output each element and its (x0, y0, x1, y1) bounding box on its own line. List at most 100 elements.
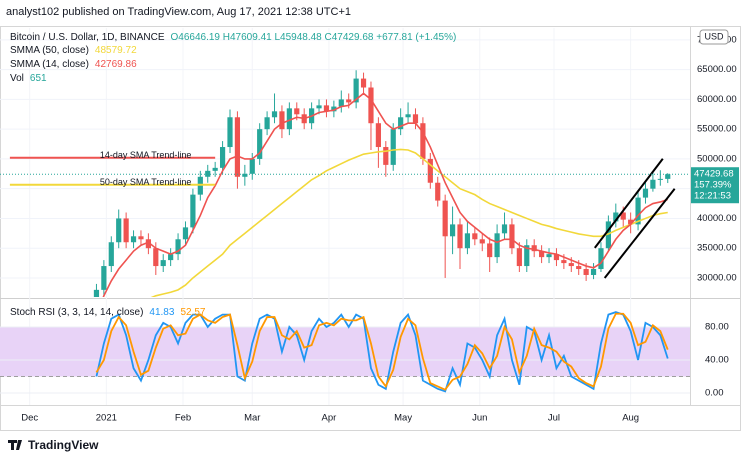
candle-body (509, 224, 515, 249)
candle-body (168, 254, 174, 261)
candle-body (234, 117, 241, 177)
candle-body (130, 236, 137, 243)
candle-body (620, 212, 626, 220)
candle-body (353, 78, 359, 103)
y-tick-label: 80.00 (705, 321, 729, 332)
candle-body (338, 99, 344, 107)
rsi-legend-value: 52.57 (180, 307, 205, 318)
candle-body (153, 248, 159, 267)
rsi-title: Stoch RSI (3, 3, 14, 14, close) (10, 307, 143, 318)
last-price-label: 47429.68 (694, 169, 734, 180)
candle-body (279, 111, 285, 130)
y-tick-label: 0.00 (705, 388, 724, 399)
volume-value: 651 (30, 73, 47, 84)
candle-body (442, 200, 448, 237)
candle-body (405, 114, 411, 118)
candle-body (598, 248, 604, 270)
x-tick-label: 2021 (96, 413, 117, 424)
candle-body (264, 117, 270, 130)
candle-body (219, 147, 226, 168)
publisher: analyst102 published on TradingView.com,… (6, 6, 351, 18)
candle-body (546, 254, 552, 258)
candle-body (390, 129, 396, 165)
candle-body (583, 269, 589, 275)
x-tick-label: Mar (244, 413, 260, 424)
candle-body (539, 251, 545, 258)
candle-body (160, 260, 166, 267)
ohlc-values: O46646.19 H47609.41 L45948.48 C47429.68 … (171, 32, 457, 43)
candle-body (360, 78, 367, 88)
rsi-legend: Stoch RSI (3, 3, 14, 14, close) 41.83 52.5… (10, 307, 206, 318)
x-tick-label: Aug (622, 413, 639, 424)
candle-body (316, 105, 322, 109)
candle-body (249, 158, 255, 174)
candle-body (368, 87, 374, 124)
candle-body (642, 188, 649, 198)
candle-body (412, 114, 419, 124)
legend-entry: SMMA (50, close) 48579.72 (10, 45, 137, 56)
countdown: 12:21:53 (694, 191, 731, 202)
candle-body (524, 245, 530, 267)
moving-average-line (102, 92, 669, 297)
rsi-panel (0, 311, 690, 394)
y-tick-label: 30000.00 (697, 272, 737, 283)
x-tick-label: Jul (548, 413, 560, 424)
candle-body (628, 219, 634, 225)
y-tick-label: 40.00 (705, 354, 729, 365)
currency-label: USD (704, 31, 724, 41)
candle-body (561, 260, 567, 264)
rsi-line (95, 312, 669, 391)
last-price-box (691, 167, 739, 204)
candle-body (590, 269, 597, 275)
frame (0, 26, 741, 431)
legend-value: 48579.72 (95, 45, 137, 56)
candle-body (568, 263, 574, 267)
candle-body (182, 227, 189, 240)
candle-body (449, 224, 456, 237)
candle-body (494, 233, 500, 258)
overlay: 30000.0035000.0040000.0045000.0050000.00… (10, 29, 739, 424)
currency-box (699, 29, 729, 45)
candle-body (375, 123, 381, 148)
rsi-legend-value: 41.83 (149, 307, 174, 318)
y-tick-label: 60000.00 (697, 94, 737, 105)
annotation-label: 50-day SMA Trend-line (100, 177, 192, 187)
candle-body (271, 111, 278, 118)
candle-body (472, 233, 478, 240)
candle-body (331, 106, 337, 112)
x-tick-label: May (394, 413, 412, 424)
candle-body (257, 129, 263, 159)
candle-body (420, 123, 426, 159)
y-tick-label: 35000.00 (697, 243, 737, 254)
candle-body (457, 224, 463, 249)
volume-legend: Vol 651 (10, 73, 47, 84)
volume-label: Vol (10, 73, 24, 84)
candle-body (427, 158, 433, 183)
y-tick-label: 40000.00 (697, 213, 737, 224)
legend-title: Bitcoin / U.S. Dollar, 1D, BINANCE O46646… (10, 32, 456, 43)
candle-body (613, 212, 619, 222)
rsi-band (0, 326, 690, 377)
candle-body (212, 167, 218, 171)
candle-body (190, 194, 196, 228)
candle-body (657, 178, 663, 180)
candle-body (464, 233, 471, 249)
x-tick-label: Apr (322, 413, 337, 424)
candle-body (286, 108, 292, 130)
trend-line (593, 158, 664, 249)
footer-logo: TradingView (8, 438, 99, 452)
candle-body (650, 179, 656, 189)
change-percent: 157.39% (694, 180, 732, 191)
candle-body (116, 218, 122, 243)
legend-name: SMMA (50, close) (10, 45, 89, 56)
candle-body (93, 289, 100, 297)
candle-body (665, 174, 671, 179)
candle-body (553, 254, 560, 261)
symbol-title: Bitcoin / U.S. Dollar, 1D, BINANCE (10, 32, 165, 43)
candle-body (101, 266, 107, 290)
candle-body (635, 197, 641, 225)
candle-body (605, 221, 611, 249)
candle-body (346, 99, 352, 103)
y-tick-label: 65000.00 (697, 64, 737, 75)
candle-body (501, 224, 508, 234)
